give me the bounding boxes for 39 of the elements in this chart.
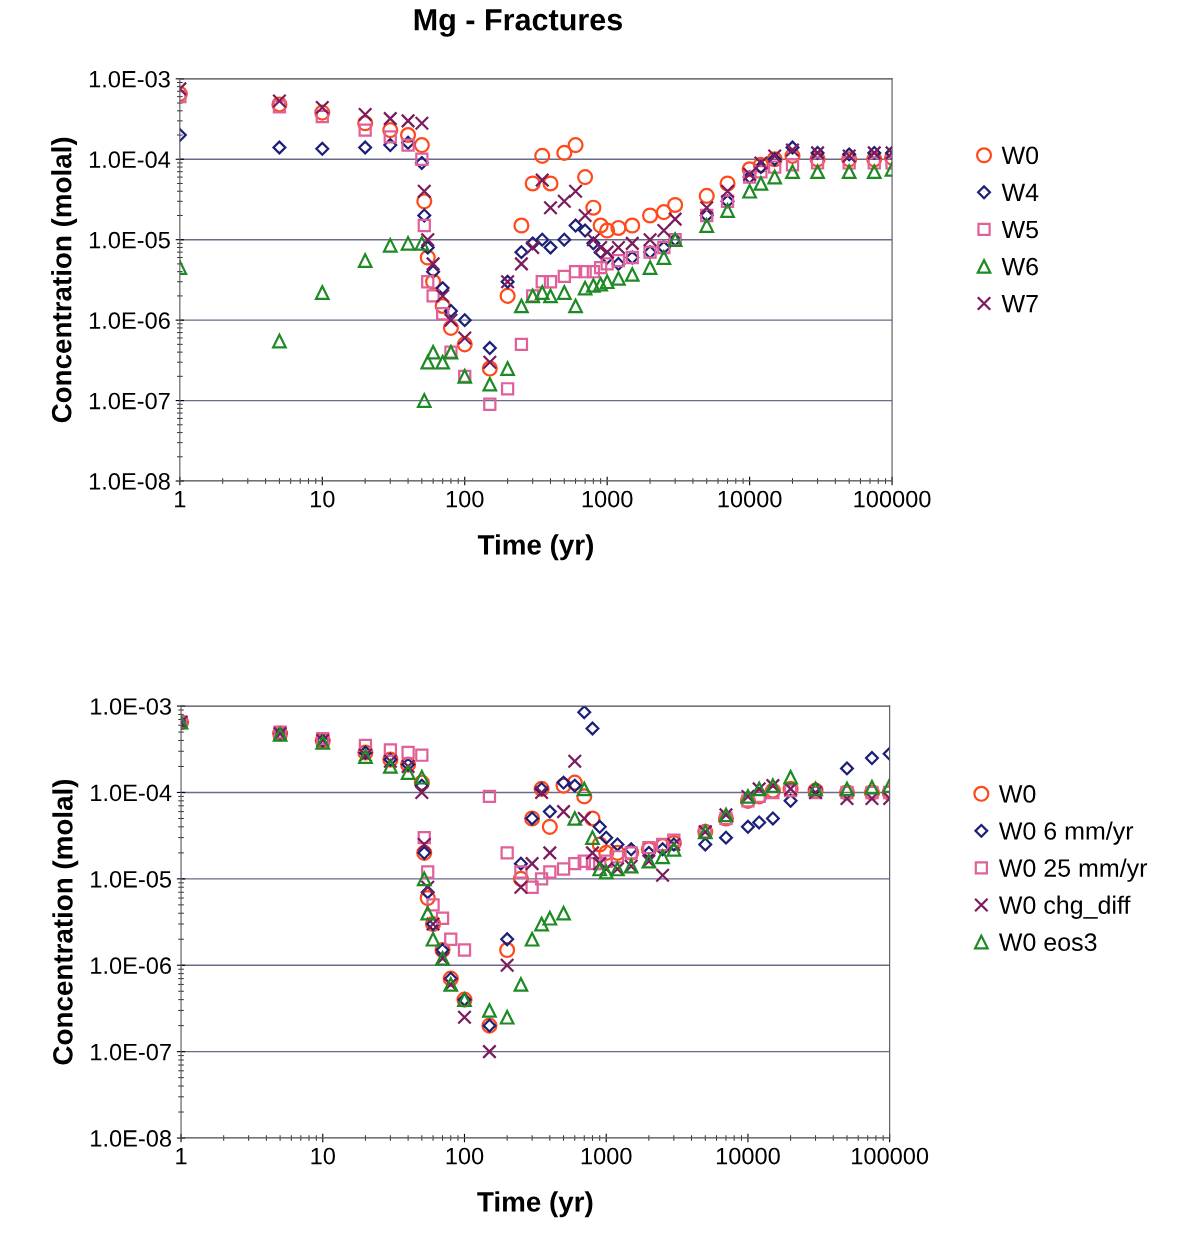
- legend-label: W6: [1001, 257, 1038, 276]
- x-tick-label: 1000: [582, 490, 633, 508]
- legend-label: W7: [1001, 295, 1038, 313]
- y-tick-label: 1.0E-05: [89, 231, 170, 249]
- x-tick-label: 100: [446, 490, 484, 508]
- y-tick-label: 1.0E-04: [91, 784, 172, 802]
- y-axis-title: Concentration (molal): [52, 779, 79, 1065]
- legend-label: W5: [1001, 220, 1038, 239]
- x-tick-label: 10000: [718, 490, 782, 508]
- x-tick-label: 1000: [581, 1147, 632, 1165]
- y-tick-label: 1.0E-07: [89, 392, 170, 410]
- x-tick-label: 10000: [716, 1147, 780, 1165]
- legend-label: W0: [998, 785, 1036, 803]
- x-tick-label: 10: [310, 490, 335, 508]
- x-tick-label: 1: [176, 1147, 187, 1165]
- y-tick-label: 1.0E-08: [91, 1130, 171, 1147]
- legend-label: W0 6 mm/yr: [998, 821, 1134, 845]
- x-tick-label: 100000: [854, 490, 931, 508]
- legend-label: W0 chg_diff: [998, 895, 1131, 919]
- y-tick-label: 1.0E-04: [89, 151, 171, 169]
- x-axis-title: Time (yr): [477, 1191, 593, 1218]
- legend-label: W4: [1001, 183, 1039, 202]
- x-tick-label: 10: [311, 1147, 335, 1165]
- x-tick-label: 100: [446, 1147, 484, 1165]
- chart-title: Mg - Fractures: [414, 9, 622, 37]
- y-axis-title: Concentration (molal): [51, 137, 78, 423]
- y-tick-label: 1.0E-07: [91, 1043, 171, 1061]
- y-tick-label: 1.0E-06: [89, 312, 170, 329]
- x-axis-title: Time (yr): [477, 534, 593, 561]
- y-tick-label: 1.0E-06: [91, 957, 171, 975]
- y-tick-label: 1.0E-05: [91, 870, 172, 888]
- x-tick-label: 1: [175, 490, 186, 508]
- x-tick-label: 100000: [852, 1147, 929, 1165]
- y-tick-label: 1.0E-03: [91, 698, 171, 715]
- legend-label: W0: [1001, 146, 1039, 165]
- y-tick-label: 1.0E-08: [89, 473, 170, 490]
- legend-label: W0 eos3: [998, 933, 1097, 952]
- y-tick-label: 1.0E-03: [89, 70, 170, 88]
- legend-label: W0 25 mm/yr: [998, 858, 1148, 882]
